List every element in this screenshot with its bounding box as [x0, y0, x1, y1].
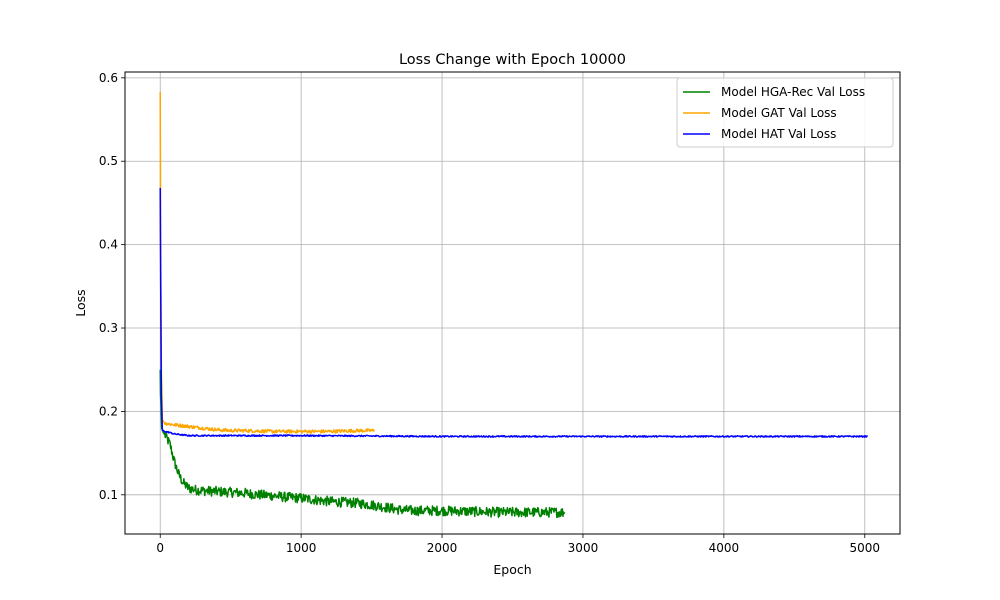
x-tick-label: 5000 — [849, 541, 880, 555]
y-tick-label: 0.5 — [99, 154, 118, 168]
y-tick-label: 0.6 — [99, 71, 118, 85]
chart-title: Loss Change with Epoch 10000 — [399, 52, 626, 68]
legend-label: Model HAT Val Loss — [721, 127, 836, 141]
x-tick-label: 3000 — [568, 541, 599, 555]
x-tick-label: 4000 — [709, 541, 740, 555]
ticks-layer: 0 1000 2000 3000 4000 5000 0.1 0.2 0.3 0.4 0.5 0.6 — [99, 71, 880, 555]
series-line-1 — [159, 92, 375, 434]
x-tick-label: 2000 — [427, 541, 458, 555]
legend-box — [676, 77, 894, 148]
x-tick-label: 0 — [156, 541, 164, 555]
lines-layer — [159, 92, 869, 519]
legend-label: Model GAT Val Loss — [721, 106, 837, 120]
x-tick-label: 1000 — [286, 541, 317, 555]
x-axis-title: Epoch — [493, 562, 531, 577]
y-axis-title: Loss — [73, 289, 88, 316]
legend-label: Model HGA-Rec Val Loss — [721, 85, 865, 99]
legend: Model HGA-Rec Val Loss Model GAT Val Loss… — [676, 77, 894, 148]
y-tick-label: 0.4 — [99, 238, 118, 252]
grid-layer — [125, 72, 900, 534]
y-tick-label: 0.3 — [99, 321, 118, 335]
y-tick-label: 0.1 — [99, 488, 118, 502]
plot-frame — [124, 71, 901, 535]
series-line-0 — [159, 369, 566, 519]
series-line-2 — [159, 187, 869, 438]
y-tick-label: 0.2 — [99, 404, 118, 418]
